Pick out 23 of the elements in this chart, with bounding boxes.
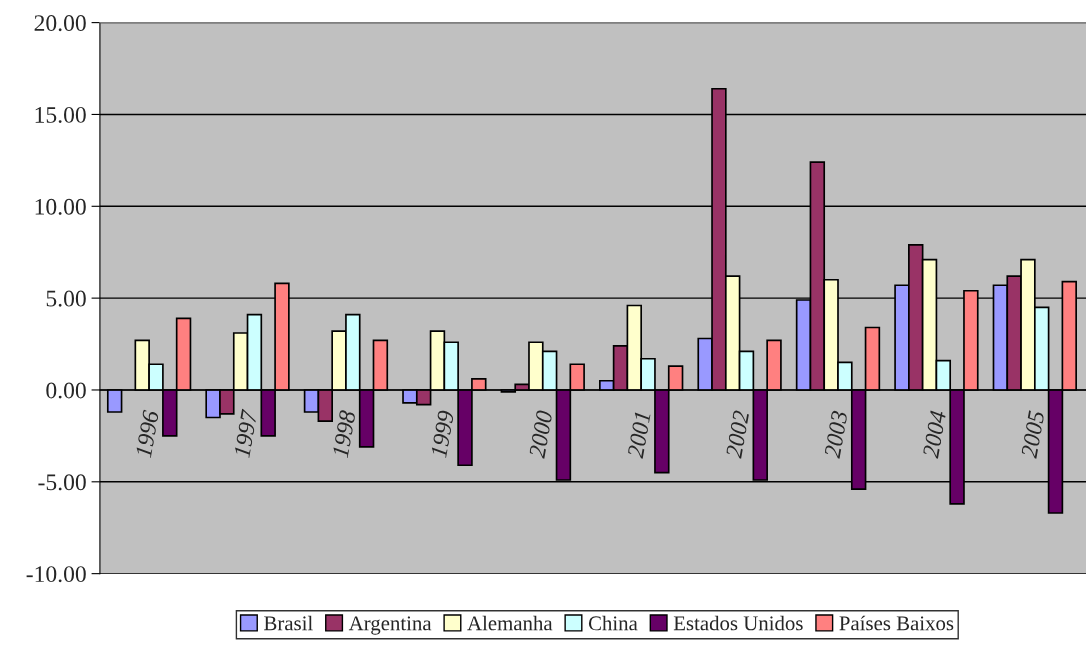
y-tick-label: 20.00 [34,15,86,32]
x-tick-label: 2000 [528,409,553,459]
x-tick-label: 2001 [627,412,651,459]
legend-label: China [588,615,638,631]
legend-label: Brasil [264,615,313,631]
x-tick-label: 2005 [1020,410,1045,459]
y-tick-label: 10.00 [35,198,86,215]
x-tick-label: 1996 [135,409,160,458]
legend-label: Estados Unidos [673,615,803,631]
x-tick-label: 2003 [824,410,848,459]
x-tick-label: 2004 [922,410,947,459]
y-tick-label: -10.00 [26,566,86,583]
x-tick-label: 1997 [233,408,258,458]
legend-label: Argentina [348,616,432,635]
y-tick-label: 5.00 [46,290,86,307]
y-tick-label: 15.00 [35,106,86,123]
legend-label: Alemanha [467,615,553,631]
y-tick-label: -5.00 [38,474,86,491]
x-tick-label: 1999 [430,409,455,458]
legend-label: Países Baixos [839,615,954,631]
y-tick-label: 0.00 [46,382,86,399]
x-tick-label: 2002 [725,410,750,459]
x-tick-label: 1998 [332,409,356,458]
